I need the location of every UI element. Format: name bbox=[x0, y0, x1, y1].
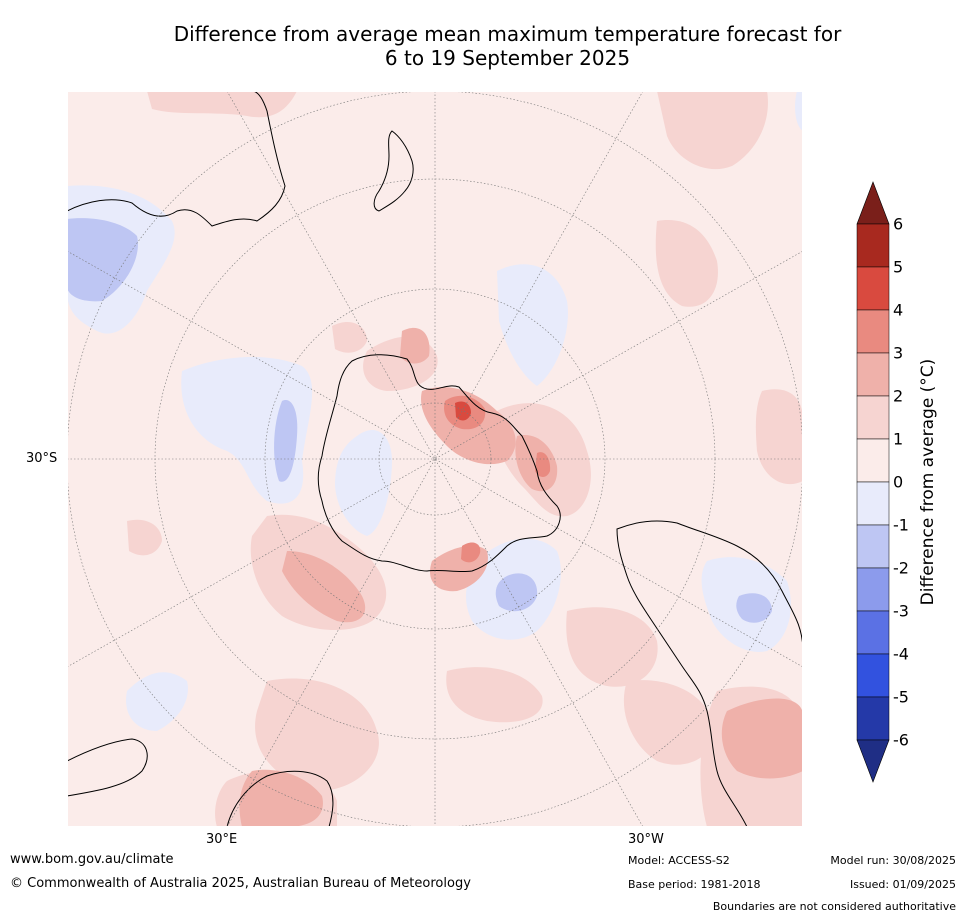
graticule bbox=[67, 91, 803, 827]
colorbar-band bbox=[856, 567, 890, 612]
positive-4-5-patches bbox=[455, 401, 471, 421]
colorbar-tick-label: 1 bbox=[893, 429, 904, 449]
colorbar-label: Difference from average (°C) bbox=[918, 358, 938, 606]
colorbar-band bbox=[856, 653, 890, 698]
colorbar-over-arrow bbox=[856, 181, 890, 225]
colorbar-under-arrow bbox=[856, 739, 890, 783]
colorbar-tick-label: -5 bbox=[893, 687, 909, 707]
colorbar-tick-label: -2 bbox=[893, 558, 909, 578]
colorbar-band bbox=[856, 438, 890, 483]
colorbar-tick-label: -1 bbox=[893, 515, 909, 535]
disclaimer-text: Boundaries are not considered authoritat… bbox=[712, 900, 956, 913]
africa-coastline bbox=[226, 770, 334, 827]
colorbar-band bbox=[856, 266, 890, 311]
colorbar-tick-label: 6 bbox=[893, 214, 904, 234]
lat-label-30s: 30°S bbox=[26, 451, 58, 466]
model-text: Model: ACCESS-S2 bbox=[628, 854, 730, 867]
title-line-2: 6 to 19 September 2025 bbox=[384, 46, 631, 70]
colorbar-band bbox=[856, 395, 890, 440]
colorbar-bands bbox=[856, 223, 890, 741]
base-period-text: Base period: 1981-2018 bbox=[628, 878, 761, 891]
title-line-1: Difference from average mean maximum tem… bbox=[173, 22, 842, 46]
model-run-text: Model run: 30/08/2025 bbox=[830, 854, 956, 867]
colorbar-tick-label: 0 bbox=[893, 472, 904, 492]
antarctica-coastline bbox=[317, 354, 561, 573]
colorbar-band bbox=[856, 696, 890, 741]
colorbar bbox=[856, 181, 890, 783]
copyright-text: © Commonwealth of Australia 2025, Austra… bbox=[10, 876, 471, 891]
colorbar-tick-label: 5 bbox=[893, 257, 904, 277]
africa-west-coastline bbox=[67, 738, 148, 797]
colorbar-tick-label: -6 bbox=[893, 730, 909, 750]
colorbar-band bbox=[856, 610, 890, 655]
colorbar-tick-label: 2 bbox=[893, 386, 904, 406]
lon-label-30e: 30°E bbox=[206, 832, 238, 847]
negative-anomaly-patches bbox=[67, 91, 803, 731]
colorbar-band bbox=[856, 223, 890, 268]
colorbar-band bbox=[856, 524, 890, 569]
colorbar-tick-label: 4 bbox=[893, 300, 904, 320]
colorbar-band bbox=[856, 309, 890, 354]
anomaly-map bbox=[67, 91, 803, 827]
new-zealand-coastline bbox=[373, 130, 414, 212]
south-america-coastline bbox=[616, 520, 803, 827]
lon-label-30w: 30°W bbox=[628, 832, 664, 847]
colorbar-band bbox=[856, 481, 890, 526]
australia-coastline bbox=[67, 91, 286, 227]
chart-title: Difference from average mean maximum tem… bbox=[60, 22, 955, 70]
colorbar-tick-label: -4 bbox=[893, 644, 909, 664]
website-text: www.bom.gov.au/climate bbox=[10, 852, 174, 867]
colorbar-tick-label: 3 bbox=[893, 343, 904, 363]
colorbar-tick-label: -3 bbox=[893, 601, 909, 621]
issued-text: Issued: 01/09/2025 bbox=[849, 878, 956, 891]
colorbar-band bbox=[856, 352, 890, 397]
